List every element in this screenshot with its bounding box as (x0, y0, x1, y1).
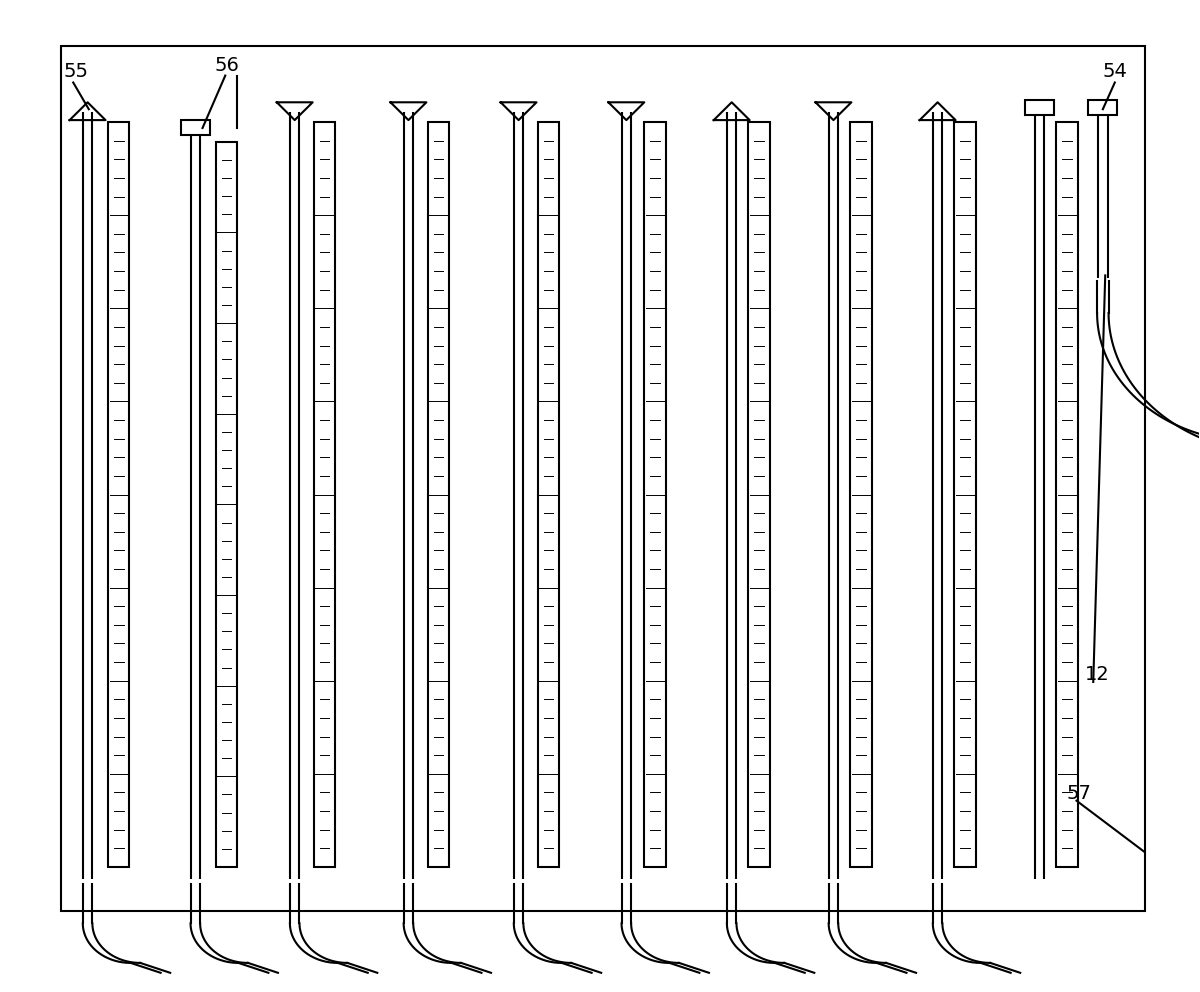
Text: 12: 12 (1085, 665, 1110, 683)
Bar (1088, 100, 1117, 115)
Bar (216, 142, 238, 867)
Bar (954, 122, 976, 867)
Text: 57: 57 (1067, 784, 1092, 803)
Bar (644, 122, 666, 867)
Bar (61, 46, 1145, 912)
Bar (314, 122, 336, 867)
Bar (108, 122, 130, 867)
Bar (851, 122, 871, 867)
Bar (1025, 100, 1054, 115)
Bar (1056, 122, 1078, 867)
Text: 55: 55 (64, 62, 89, 80)
Bar (538, 122, 559, 867)
Bar (181, 120, 210, 135)
Bar (427, 122, 449, 867)
Text: 56: 56 (215, 56, 239, 74)
Text: 54: 54 (1103, 62, 1128, 80)
Bar (749, 122, 770, 867)
